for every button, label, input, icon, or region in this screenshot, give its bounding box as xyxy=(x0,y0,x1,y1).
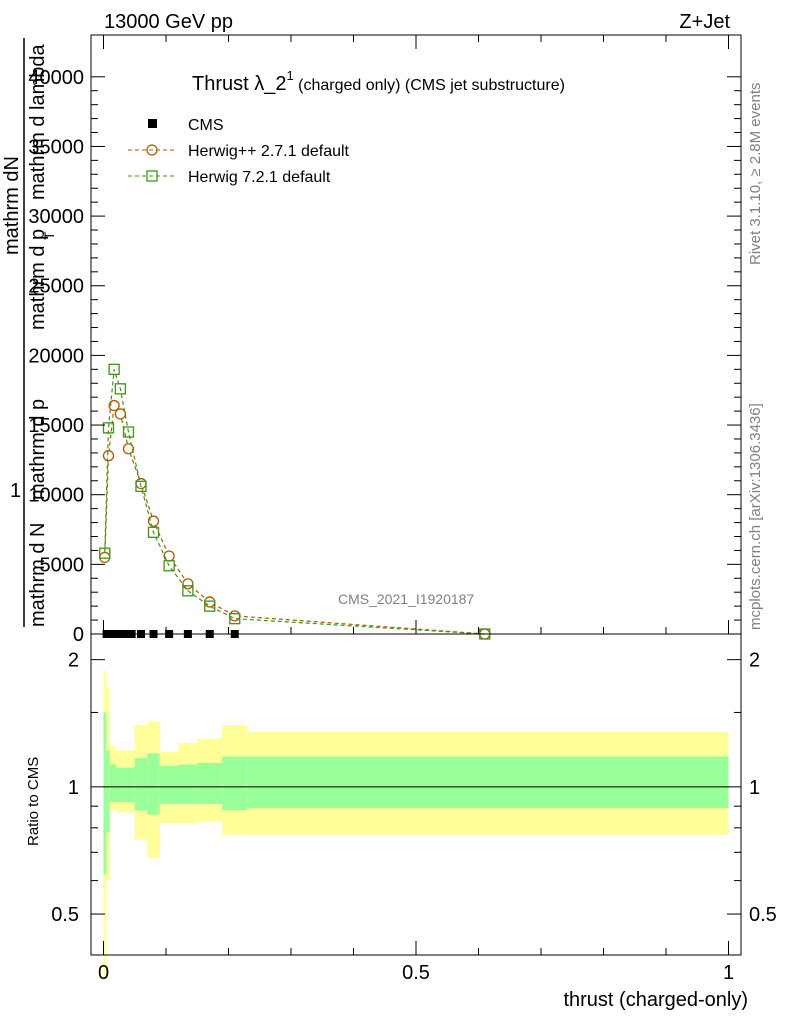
legend-marker-herwigpp xyxy=(146,144,158,156)
main-ytick-label: 30000 xyxy=(28,206,84,228)
ratio-ytick-label: 2 xyxy=(68,650,79,672)
ratio-ytick-label-right: 1 xyxy=(749,777,760,799)
main-ytick-label: 40000 xyxy=(28,67,84,89)
ratio-ylabel: Ratio to CMS xyxy=(25,757,42,846)
main-ylabel-1: 1 xyxy=(10,480,21,502)
data-point-herwig7 xyxy=(122,426,135,438)
ratio-inner-band xyxy=(222,756,248,811)
ratio-inner-band xyxy=(197,762,223,805)
main-title-rest: (charged only) (CMS jet substructure) xyxy=(294,77,565,94)
ratio-inner-band xyxy=(106,750,110,833)
series-line xyxy=(104,369,485,635)
process-label: Z+Jet xyxy=(679,11,730,33)
main-ylabel-5: mathrm d p xyxy=(27,229,49,330)
xtick-label: 0 xyxy=(98,962,109,984)
main-title: Thrust λ_21 (charged only) (CMS jet subs… xyxy=(192,68,565,95)
data-point-herwig7 xyxy=(147,526,160,538)
mcplots-label: mcplots.cern.ch [arXiv:1306.3436] xyxy=(747,403,764,630)
main-ytick-label: 20000 xyxy=(28,345,84,367)
data-point-herwig7 xyxy=(229,613,241,625)
main-ytick-label: 15000 xyxy=(28,415,84,437)
legend-label-herwigpp: Herwig++ 2.7.1 default xyxy=(188,143,350,160)
ratio-inner-band xyxy=(134,758,148,811)
ratio-ytick-label: 0.5 xyxy=(51,904,79,926)
ratio-ytick-label-right: 0.5 xyxy=(749,904,777,926)
ratio-inner-band xyxy=(109,764,116,803)
data-point-herwigpp xyxy=(114,408,127,420)
data-point-herwigpp xyxy=(122,443,135,455)
xtick-label: 0.5 xyxy=(402,962,430,984)
xtick-label: 1 xyxy=(723,962,734,984)
main-ylabel-4: mathrm d p xyxy=(27,399,49,500)
data-point-herwig7 xyxy=(114,383,127,395)
data-point-herwig7 xyxy=(182,585,194,597)
main-ylabel-2: mathrm d N xyxy=(27,523,49,627)
ratio-inner-band xyxy=(122,767,135,803)
main-ytick-label: 0 xyxy=(73,624,84,646)
legend: CMS Herwig++ 2.7.1 default Herwig 7.2.1 … xyxy=(128,117,350,186)
ratio-inner-band xyxy=(159,766,179,805)
axes: 0 5000 10000 15000 20000 25000 30000 35000 40000… xyxy=(28,34,777,984)
main-ytick-label: 10000 xyxy=(28,485,84,507)
main-ytick-label: 35000 xyxy=(28,136,84,158)
data-point-herwig7 xyxy=(204,600,216,612)
analysis-watermark: CMS_2021_I1920187 xyxy=(338,591,474,607)
ratio-inner-band xyxy=(247,756,729,809)
data-point-herwig7 xyxy=(108,363,120,375)
energy-label: 13000 GeV pp xyxy=(104,11,233,33)
data-point-herwigpp xyxy=(108,399,120,412)
main-title-sup: 1 xyxy=(286,68,293,83)
main-title-text: Thrust λ_2 xyxy=(192,73,286,95)
legend-marker-cms xyxy=(148,119,157,128)
ratio-ytick-label: 1 xyxy=(68,777,79,799)
x-axis-label: thrust (charged-only) xyxy=(563,989,748,1011)
main-ytick-label: 5000 xyxy=(40,554,85,576)
data-point-herwigpp xyxy=(102,450,115,462)
main-ylabel-sub: T xyxy=(41,231,57,240)
legend-label-cms: CMS xyxy=(188,117,224,134)
legend-marker-herwig7 xyxy=(146,170,158,182)
ratio-inner-band xyxy=(103,712,107,875)
data-point-herwig7 xyxy=(135,480,147,492)
data-point-herwig7 xyxy=(163,560,175,572)
ratio-inner-band xyxy=(116,767,123,803)
ratio-ytick-label-right: 2 xyxy=(749,650,760,672)
rivet-label: Rivet 3.1.10, ≥ 2.8M events xyxy=(747,83,764,266)
data-point-herwig7 xyxy=(102,422,115,434)
ratio-bands xyxy=(103,671,729,980)
ratio-inner-band xyxy=(178,764,198,805)
legend-label-herwig7: Herwig 7.2.1 default xyxy=(188,169,331,186)
main-ytick-label: 25000 xyxy=(28,276,84,298)
main-ylabel-3: mathrm dN xyxy=(1,156,23,255)
main-ylabel-6: mathrm d lambda xyxy=(27,44,49,200)
data-point-herwig7 xyxy=(99,547,111,559)
ratio-inner-band xyxy=(147,753,160,815)
